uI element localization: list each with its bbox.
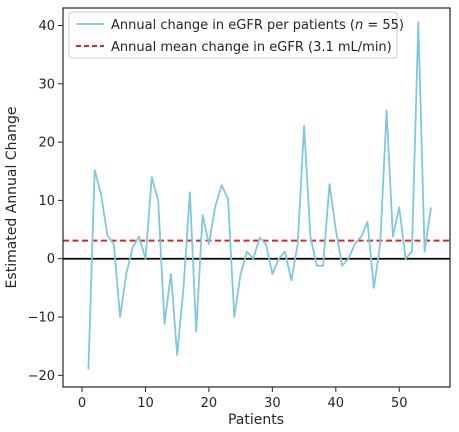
x-axis-ticks: 0 10 20 30 40 50 [78,387,408,411]
y-axis-title: Estimated Annual Change [4,107,20,289]
x-axis-title: Patients [228,412,284,428]
y-axis-ticks: −20 −10 0 10 20 30 40 [28,19,63,384]
y-tick-label: 20 [38,136,55,151]
x-tick-label: 20 [201,396,218,411]
y-tick-label: −10 [28,311,55,326]
legend: Annual change in eGFR per patients (n = … [68,11,404,59]
series-line [87,21,432,370]
legend-label-series: Annual change in eGFR per patients (n = … [111,18,404,33]
plot-frame [62,7,451,388]
x-tick-label: 50 [391,396,408,411]
y-tick-label: −20 [28,369,55,384]
plot-lines [63,21,450,370]
y-tick-label: 10 [38,194,55,209]
y-tick-label: 30 [38,77,55,92]
y-tick-label: 0 [47,252,55,267]
legend-label-mean: Annual mean change in eGFR (3.1 mL/min) [111,40,392,55]
y-tick-label: 40 [38,19,55,34]
x-tick-label: 10 [137,396,154,411]
legend-box [68,11,398,59]
x-tick-label: 40 [328,396,345,411]
x-tick-label: 30 [264,396,281,411]
x-tick-label: 0 [78,396,86,411]
